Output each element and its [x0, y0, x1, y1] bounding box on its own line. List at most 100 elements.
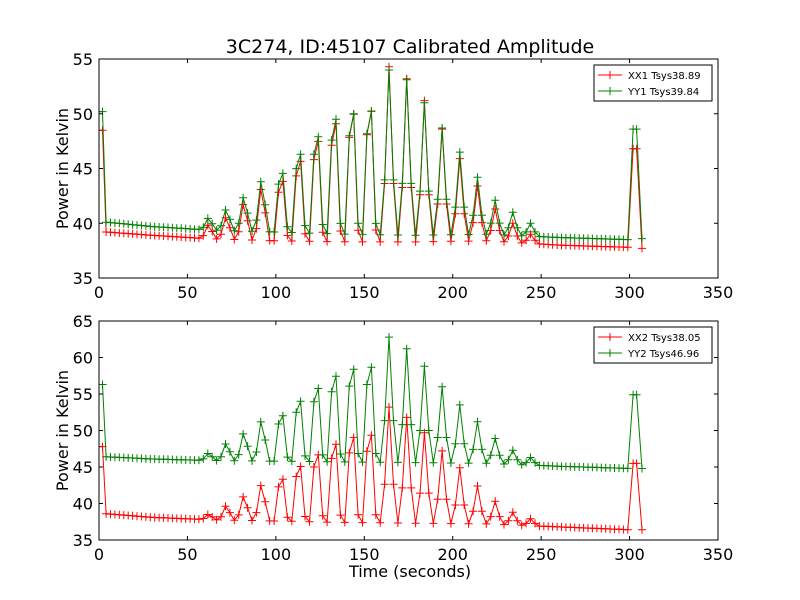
data-point-yy2-57 — [345, 382, 354, 391]
data-point-yy2-88 — [482, 459, 491, 468]
data-point-yy1-32 — [234, 219, 243, 228]
data-point-xx2-49 — [309, 463, 318, 471]
x-tick-label-0: 0 — [94, 545, 104, 564]
data-point-yy2-78 — [438, 382, 447, 391]
data-point-xx2-32 — [234, 510, 243, 519]
data-point-yy2-63 — [371, 449, 380, 458]
data-point-xx1-68 — [393, 237, 402, 246]
data-point-yy1-25 — [203, 214, 212, 223]
data-point-xx1-33 — [239, 200, 248, 209]
data-point-yy1-36 — [252, 216, 261, 225]
x-tick-label-7: 350 — [703, 545, 734, 564]
data-point-yy2-1 — [99, 380, 107, 389]
data-point-xx2-47 — [301, 512, 309, 521]
data-point-yy1-91 — [495, 219, 504, 228]
data-point-xx1-38 — [261, 208, 270, 217]
data-point-yy2-26 — [208, 452, 217, 461]
data-point-yy1-42 — [278, 169, 287, 178]
data-point-yy2-76 — [429, 458, 438, 467]
bottom-plot-traces — [99, 333, 646, 534]
data-point-yy2-24 — [199, 454, 208, 463]
data-point-yy2-25 — [203, 449, 212, 458]
data-point-yy2-56 — [340, 457, 349, 466]
data-point-yy2-120 — [623, 464, 632, 473]
data-point-xx2-60 — [358, 518, 367, 527]
data-point-yy2-54 — [332, 372, 340, 381]
data-point-xx2-35 — [248, 516, 256, 525]
legend-label-xx1: XX1 Tsys38.89 — [628, 71, 701, 82]
data-point-xx1-85 — [469, 218, 478, 227]
data-point-yy1-23 — [194, 225, 203, 234]
data-point-xx1-120 — [623, 243, 632, 252]
data-point-yy2-84 — [464, 459, 473, 468]
data-point-yy2-44 — [287, 457, 296, 466]
data-point-yy2-91 — [495, 451, 504, 460]
legend-marker-yy2 — [606, 349, 614, 357]
data-point-xx2-92 — [500, 520, 508, 529]
x-tick-label-2: 100 — [261, 283, 292, 302]
data-point-xx2-29 — [221, 502, 230, 511]
data-point-yy2-59 — [354, 449, 363, 458]
data-point-yy1-52 — [323, 229, 332, 238]
data-point-xx2-73 — [416, 489, 424, 498]
data-point-xx1-60 — [358, 237, 367, 246]
data-point-xx1-96 — [517, 238, 526, 247]
data-point-xx2-62 — [367, 431, 376, 440]
data-point-yy1-86 — [473, 173, 482, 182]
x-tick-label-6: 300 — [614, 545, 645, 564]
data-point-xx1-56 — [340, 237, 349, 246]
data-point-xx2-83 — [460, 501, 469, 509]
data-point-yy1-66 — [385, 66, 393, 74]
data-point-xx2-84 — [464, 519, 473, 528]
data-point-yy2-35 — [248, 456, 256, 465]
data-point-yy1-43 — [283, 222, 292, 231]
data-point-yy1-62 — [367, 107, 376, 116]
data-point-xx2-122 — [632, 459, 641, 468]
data-point-xx2-91 — [495, 512, 504, 521]
top-plot-ticks: 0 50 100 150 200 250 300 350 35 40 45 50 55 — [73, 50, 734, 302]
data-point-yy2-77 — [433, 433, 442, 442]
data-point-xx2-45 — [292, 472, 301, 481]
data-point-yy1-24 — [199, 223, 208, 232]
data-point-xx2-86 — [473, 482, 482, 490]
data-point-yy1-123 — [638, 234, 646, 243]
data-point-yy2-74 — [420, 362, 429, 371]
data-point-yy2-29 — [221, 440, 230, 448]
data-point-xx2-65 — [380, 480, 389, 489]
data-point-yy1-97 — [522, 227, 531, 236]
data-point-yy2-87 — [477, 445, 486, 454]
data-point-yy2-34 — [243, 442, 252, 451]
data-point-xx2-46 — [296, 462, 305, 471]
data-point-xx2-36 — [252, 508, 261, 517]
bottom-legend-box — [593, 326, 713, 364]
data-point-xx2-54 — [332, 440, 340, 449]
x-tick-label-5: 250 — [526, 545, 557, 564]
data-point-xx1-48 — [305, 237, 314, 246]
data-point-xx2-41 — [274, 482, 283, 491]
data-point-yy1-74 — [420, 98, 429, 107]
y-tick-label-2: 45 — [73, 160, 93, 179]
data-point-yy1-81 — [451, 203, 460, 212]
data-point-yy1-64 — [376, 230, 385, 239]
data-point-xx2-79 — [442, 495, 451, 504]
data-point-xx1-87 — [477, 218, 486, 227]
data-point-yy1-41 — [274, 180, 283, 189]
y-tick-label-0: 35 — [73, 531, 93, 550]
data-point-yy2-28 — [217, 452, 225, 461]
data-point-xx2-53 — [327, 454, 336, 463]
data-point-yy1-72 — [411, 231, 420, 240]
data-point-yy1-31 — [230, 226, 239, 235]
y-tick-label-6: 65 — [73, 312, 93, 331]
x-tick-label-3: 150 — [349, 545, 380, 564]
data-point-yy1-33 — [239, 193, 248, 202]
data-point-xx1-30 — [225, 223, 234, 232]
data-point-yy2-50 — [314, 384, 323, 393]
data-point-xx2-27 — [212, 515, 221, 524]
data-point-yy2-99 — [531, 458, 539, 467]
data-point-xx2-56 — [340, 518, 349, 527]
data-point-xx2-72 — [411, 519, 420, 528]
data-point-xx2-120 — [623, 525, 632, 534]
data-point-yy1-30 — [225, 215, 234, 224]
data-point-yy2-64 — [376, 458, 385, 467]
